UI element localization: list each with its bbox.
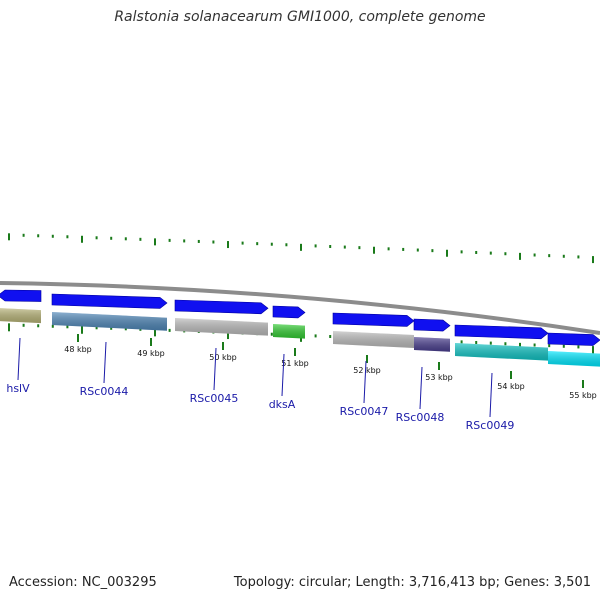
gene-label[interactable]: RSc0045	[190, 392, 239, 405]
accession-text: Accession: NC_003295	[9, 575, 157, 590]
gene-band-shading	[548, 351, 600, 367]
gene-band-shading	[333, 331, 414, 349]
gene-arrow[interactable]	[332, 312, 415, 327]
kbp-label: 55 kbp	[569, 391, 597, 400]
kbp-label: 48 kbp	[64, 345, 92, 354]
gene-arrow[interactable]	[413, 318, 451, 332]
genome-info-text: Topology: circular; Length: 3,716,413 bp…	[233, 575, 591, 590]
kbp-label: 49 kbp	[137, 349, 165, 358]
gene-label-leader	[363, 360, 367, 404]
genome-backbone	[0, 281, 600, 335]
gene-label-leader	[103, 341, 107, 384]
gene-labels: hslV RSc0044 RSc0045 dksA RSc0047 RSc0048 RSc0…	[6, 337, 515, 432]
gene-label-leader	[281, 353, 285, 397]
gene-label[interactable]: hslV	[6, 382, 30, 395]
gene-label[interactable]: dksA	[269, 398, 296, 411]
gc-skew-track-top	[8, 233, 594, 264]
gene-arrow[interactable]	[272, 305, 306, 319]
kbp-label: 51 kbp	[281, 359, 309, 368]
gene-label[interactable]: RSc0048	[396, 411, 445, 424]
gene-label-leader	[489, 372, 493, 418]
gene-label-leader	[17, 337, 21, 381]
gene-band-shading	[455, 343, 548, 361]
map-title: Ralstonia solanacearum GMI1000, complete…	[114, 9, 486, 25]
gene-band-shading	[175, 318, 268, 336]
gene-label-leader	[213, 347, 217, 391]
gene-label[interactable]: RSc0047	[340, 405, 389, 418]
kbp-label: 54 kbp	[497, 382, 525, 391]
kbp-label: 50 kbp	[209, 353, 237, 362]
gene-band-shading	[414, 337, 450, 352]
gene-band-shading	[0, 308, 41, 324]
gene-arrow[interactable]	[0, 289, 42, 302]
gene-band-shading	[52, 312, 167, 331]
gene-label-leader	[419, 366, 423, 410]
gene-arrow[interactable]	[51, 293, 168, 309]
gene-arrow[interactable]	[454, 324, 549, 340]
kbp-scale: 48 kbp 49 kbp 50 kbp 51 kbp 52 kbp 53 kbp 54 k…	[64, 334, 597, 400]
genes-layer	[0, 289, 600, 367]
gene-label[interactable]: RSc0044	[80, 385, 129, 398]
gene-label[interactable]: RSc0049	[466, 419, 515, 432]
kbp-label: 52 kbp	[353, 366, 381, 375]
gene-band-shading	[273, 324, 305, 339]
gene-arrow[interactable]	[547, 332, 600, 346]
kbp-label: 53 kbp	[425, 373, 453, 382]
gene-arrow[interactable]	[174, 299, 269, 315]
